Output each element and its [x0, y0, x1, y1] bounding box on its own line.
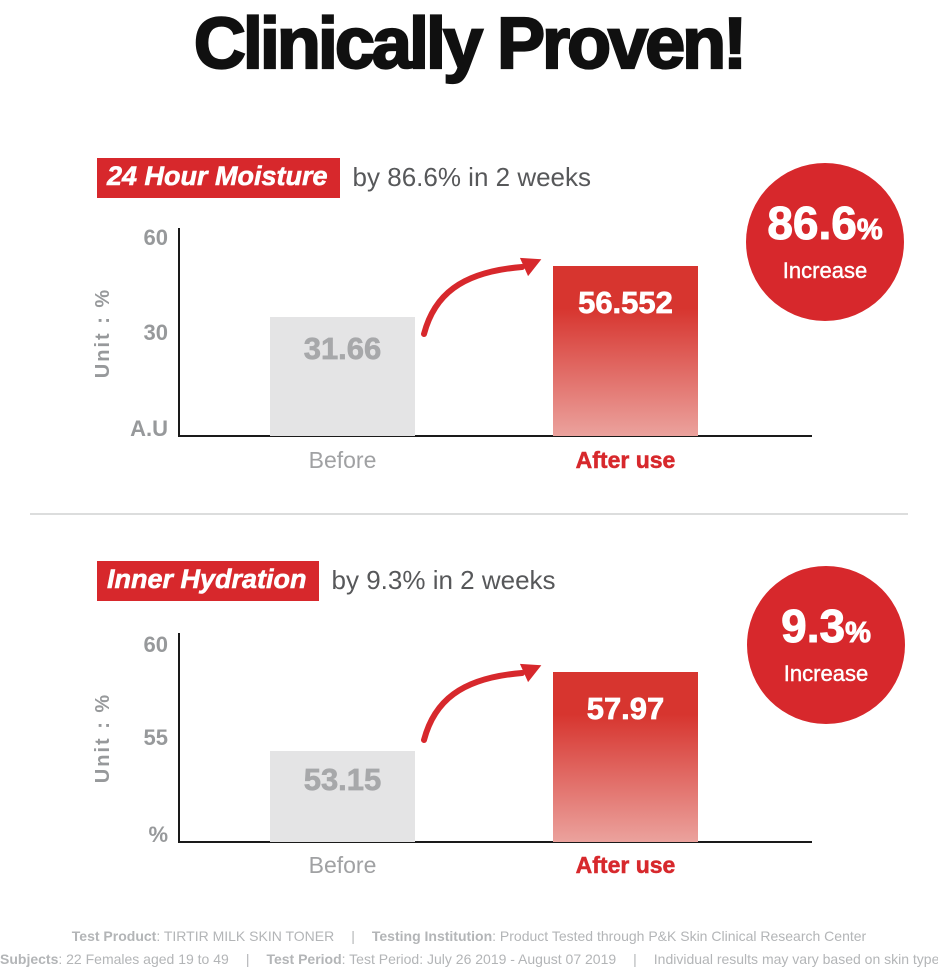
footer-text: : Product Tested through P&K Skin Clinic…: [492, 928, 867, 944]
increase-arrow-icon: [421, 257, 542, 337]
bar-value-after: 56.552: [578, 285, 674, 321]
percent-sign: %: [856, 214, 883, 247]
footer-line-2: Subjects: 22 Females aged 19 to 49 | Test …: [0, 948, 938, 970]
test-details-footer: Test Product: TIRTIR MILK SKIN TONER | Tes…: [0, 925, 938, 970]
increase-arrow-icon: [421, 663, 542, 743]
y-tick-55: 55: [143, 725, 168, 750]
x-label-after-use: After use: [575, 852, 676, 879]
chart-header: 24 Hour Moisture by 86.6% in 2 weeks: [97, 158, 591, 198]
bar-value-after: 57.97: [586, 691, 665, 727]
chart-subtitle: by 86.6% in 2 weeks: [352, 161, 592, 192]
footer-separator: |: [351, 928, 355, 944]
bar-before: 53.15: [270, 751, 415, 842]
increase-badge: 9.3% Increase: [747, 566, 905, 724]
footer-label: Test Period: [266, 951, 342, 967]
footer-separator: |: [633, 951, 637, 967]
bar-after: 56.552: [553, 266, 698, 436]
footer-separator: |: [245, 951, 250, 967]
footer-label: Subjects: [0, 951, 59, 967]
y-tick-60: 60: [143, 632, 168, 657]
percent-sign: %: [845, 617, 872, 650]
y-axis-line: [178, 633, 180, 842]
chart-title-badge: 24 Hour Moisture: [97, 158, 340, 198]
footer-text: : TIRTIR MILK SKIN TONER: [156, 928, 335, 944]
increase-label: Increase: [783, 661, 869, 686]
x-axis-line: [178, 841, 812, 843]
increase-value-row: 9.3%: [781, 600, 872, 661]
bar-after: 57.97: [553, 672, 698, 842]
x-label-before: Before: [308, 447, 377, 473]
section-divider: [30, 513, 908, 515]
y-axis-line: [178, 228, 180, 437]
x-axis-line: [178, 435, 812, 437]
footer-text: : Test Period: July 26 2019 - August 07 …: [341, 951, 617, 967]
footer-label: Test Product: [71, 928, 157, 944]
y-tick-pct: %: [148, 822, 168, 847]
bar-before: 31.66: [270, 317, 415, 436]
increase-badge: 86.6% Increase: [746, 163, 904, 321]
bar-value-before: 53.15: [303, 762, 382, 798]
footer-label: Testing Institution: [371, 928, 493, 944]
bar-value-before: 31.66: [303, 331, 382, 367]
chart-title-badge: Inner Hydration: [97, 561, 319, 601]
increase-value: 86.6: [767, 197, 858, 249]
chart-header: Inner Hydration by 9.3% in 2 weeks: [97, 561, 556, 601]
y-tick-30: 30: [143, 320, 168, 345]
y-tick-au: A.U: [130, 416, 168, 441]
increase-label: Increase: [782, 258, 868, 283]
footer-line-1: Test Product: TIRTIR MILK SKIN TONER | Tes…: [0, 925, 938, 948]
footer-text: : 22 Females aged 19 to 49: [58, 951, 229, 967]
x-label-after-use: After use: [575, 447, 676, 474]
page-title: Clinically Proven!: [193, 3, 748, 85]
y-tick-60: 60: [143, 225, 168, 250]
footer-text: Individual results may vary based on ski…: [653, 951, 938, 967]
x-label-before: Before: [308, 852, 377, 878]
increase-value: 9.3: [781, 600, 846, 652]
chart-subtitle: by 9.3% in 2 weeks: [331, 564, 556, 595]
increase-value-row: 86.6%: [767, 197, 883, 258]
